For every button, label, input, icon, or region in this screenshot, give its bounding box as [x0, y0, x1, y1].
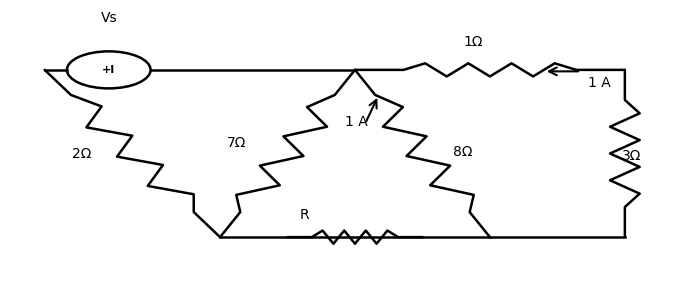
Text: 8Ω: 8Ω: [454, 145, 473, 159]
Text: Vs: Vs: [100, 11, 117, 25]
Text: 3Ω: 3Ω: [622, 150, 642, 164]
Text: 2Ω: 2Ω: [72, 146, 92, 161]
Text: 1 A: 1 A: [345, 115, 367, 129]
Text: 1 A: 1 A: [588, 76, 611, 90]
Text: 7Ω: 7Ω: [227, 136, 247, 150]
Text: R: R: [300, 208, 309, 222]
Text: 1Ω: 1Ω: [463, 34, 483, 49]
Text: +I: +I: [102, 65, 115, 75]
